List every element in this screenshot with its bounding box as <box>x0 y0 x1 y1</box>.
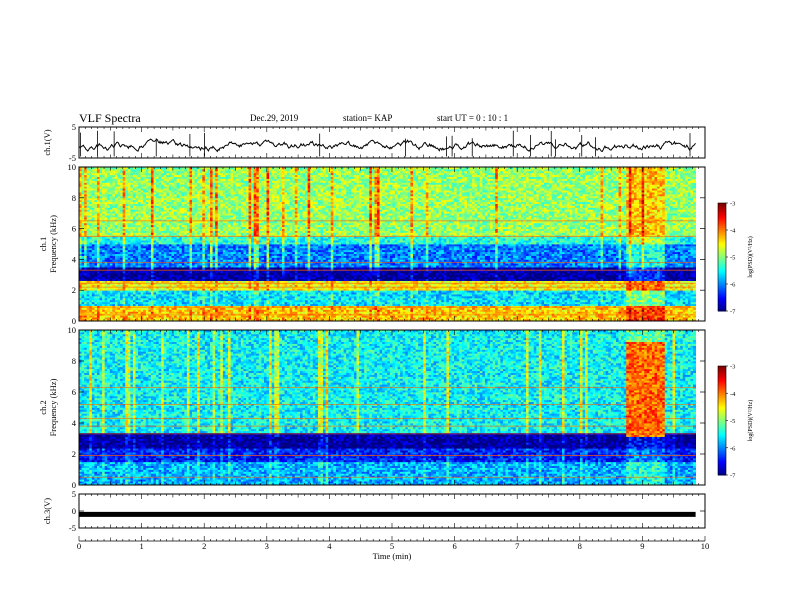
ch1-spectrogram <box>79 167 696 321</box>
vlf-spectra-figure: VLF Spectra Dec.29, 2019 station= KAP st… <box>0 0 792 612</box>
figure-svg: 5-5ch.1(V)50-5ch.3(V)0 1 2 3 4 5 6 7 8 9 10Time (m… <box>0 0 792 612</box>
